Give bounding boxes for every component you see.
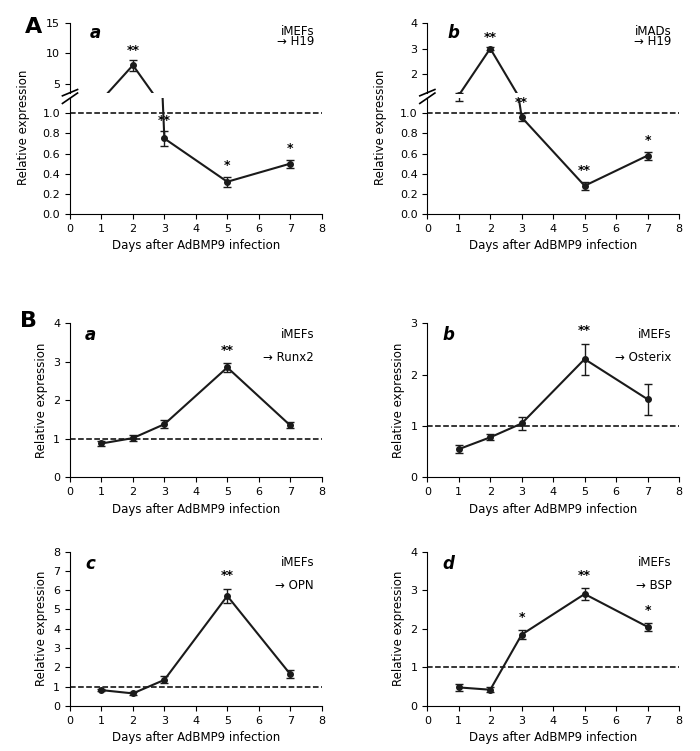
Text: **: **	[515, 95, 528, 109]
Text: **: **	[127, 44, 139, 57]
X-axis label: Days after AdBMP9 infection: Days after AdBMP9 infection	[469, 731, 637, 744]
Text: iMEFs: iMEFs	[281, 327, 314, 341]
Text: *: *	[287, 142, 293, 155]
Text: → BSP: → BSP	[636, 579, 671, 593]
Text: a: a	[90, 24, 101, 42]
Text: a: a	[85, 326, 97, 344]
Y-axis label: Relative expression: Relative expression	[17, 70, 29, 185]
Text: iMEFs: iMEFs	[638, 556, 671, 569]
Text: → H19: → H19	[276, 35, 314, 48]
Text: iMADs: iMADs	[635, 25, 671, 38]
Text: *: *	[644, 134, 651, 147]
Y-axis label: Relative expression: Relative expression	[392, 571, 405, 686]
Y-axis label: Relative expression: Relative expression	[34, 342, 48, 458]
X-axis label: Days after AdBMP9 infection: Days after AdBMP9 infection	[112, 731, 280, 744]
X-axis label: Days after AdBMP9 infection: Days after AdBMP9 infection	[112, 502, 280, 516]
Text: **: **	[220, 344, 234, 357]
Text: b: b	[447, 24, 459, 42]
Text: d: d	[442, 555, 454, 573]
Text: A: A	[25, 17, 42, 37]
X-axis label: Days after AdBMP9 infection: Days after AdBMP9 infection	[112, 240, 280, 252]
Text: → Osterix: → Osterix	[615, 351, 671, 364]
Text: → H19: → H19	[634, 35, 671, 48]
Text: iMEFs: iMEFs	[281, 556, 314, 569]
Text: **: **	[484, 31, 497, 44]
Text: *: *	[224, 159, 230, 172]
Text: iMEFs: iMEFs	[638, 327, 671, 341]
Text: b: b	[442, 326, 454, 344]
Text: **: **	[578, 164, 591, 177]
Text: c: c	[85, 555, 95, 573]
Text: iMEFs: iMEFs	[281, 25, 314, 38]
Text: *: *	[519, 611, 525, 624]
Text: **: **	[220, 569, 234, 583]
Text: B: B	[20, 311, 36, 330]
X-axis label: Days after AdBMP9 infection: Days after AdBMP9 infection	[469, 240, 637, 252]
Y-axis label: Relative expression: Relative expression	[374, 70, 387, 185]
Text: **: **	[158, 114, 171, 127]
Text: → OPN: → OPN	[276, 579, 314, 593]
Y-axis label: Relative expression: Relative expression	[392, 342, 405, 458]
Text: **: **	[578, 324, 591, 337]
Text: **: **	[578, 569, 591, 582]
X-axis label: Days after AdBMP9 infection: Days after AdBMP9 infection	[469, 502, 637, 516]
Y-axis label: Relative expression: Relative expression	[34, 571, 48, 686]
Text: *: *	[644, 604, 651, 617]
Text: → Runx2: → Runx2	[263, 351, 314, 364]
